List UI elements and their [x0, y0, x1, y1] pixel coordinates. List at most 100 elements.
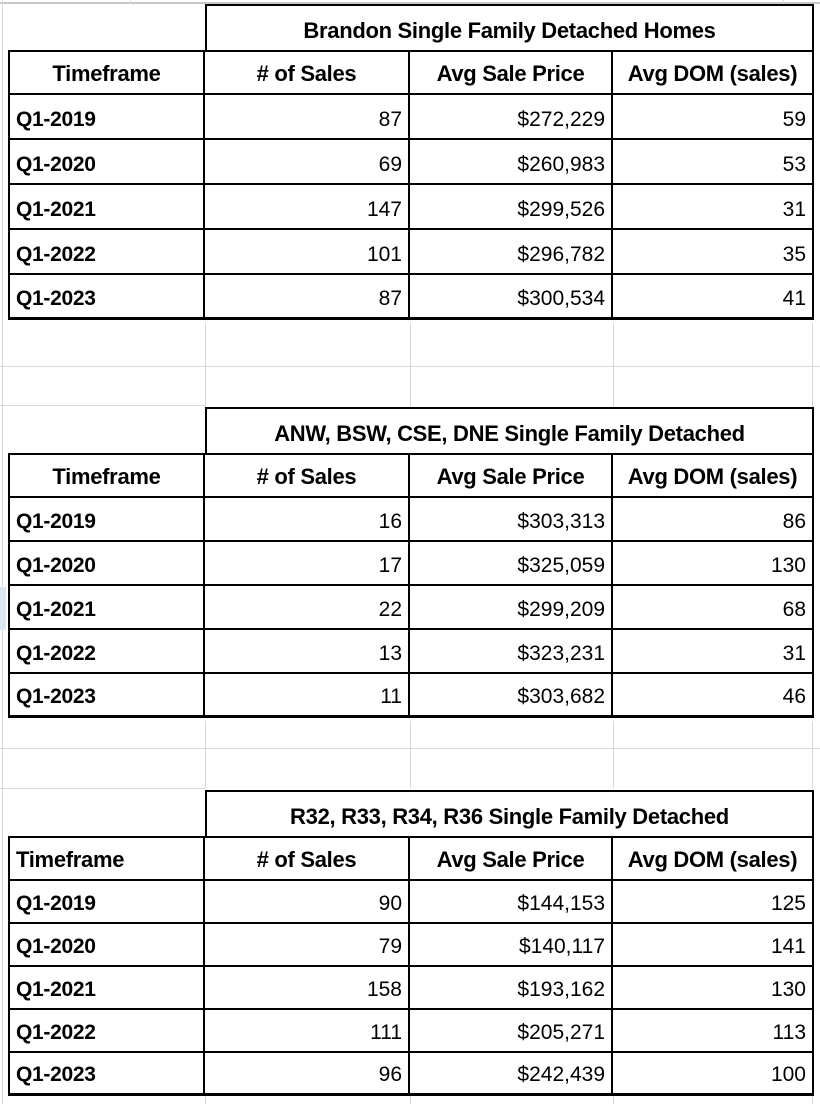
cell-timeframe[interactable]: Q1-2022: [8, 630, 205, 674]
cell-sales[interactable]: 111: [205, 1010, 410, 1053]
cell-avg-dom[interactable]: 113: [613, 1010, 814, 1053]
spreadsheet-cell-blank[interactable]: [8, 4, 205, 50]
cell-avg-dom[interactable]: 41: [613, 275, 814, 320]
column-header-avg-price[interactable]: Avg Sale Price: [410, 453, 613, 498]
column-header-avg-dom[interactable]: Avg DOM (sales): [613, 836, 814, 881]
gridline-col: [410, 323, 411, 407]
gridline-col: [613, 323, 614, 407]
cell-avg-dom[interactable]: 130: [613, 967, 814, 1010]
cell-timeframe[interactable]: Q1-2019: [8, 498, 205, 542]
table-header-row: Timeframe # of Sales Avg Sale Price Avg …: [8, 50, 814, 95]
cell-avg-price[interactable]: $299,209: [410, 586, 613, 630]
cell-avg-price[interactable]: $144,153: [410, 881, 613, 924]
table-header-row: Timeframe # of Sales Avg Sale Price Avg …: [8, 836, 814, 881]
cell-timeframe[interactable]: Q1-2022: [8, 1010, 205, 1053]
table-row: Q1-2023 96 $242,439 100: [8, 1053, 814, 1096]
table-title[interactable]: R32, R33, R34, R36 Single Family Detache…: [205, 790, 814, 836]
cell-sales[interactable]: 90: [205, 881, 410, 924]
table-title[interactable]: ANW, BSW, CSE, DNE Single Family Detache…: [205, 407, 814, 453]
table-row: Q1-2020 79 $140,117 141: [8, 924, 814, 967]
gridline-tick: [130, 0, 131, 4]
column-header-sales[interactable]: # of Sales: [205, 836, 410, 881]
table-title[interactable]: Brandon Single Family Detached Homes: [205, 4, 814, 50]
column-header-timeframe[interactable]: Timeframe: [8, 453, 205, 498]
cell-avg-dom[interactable]: 46: [613, 674, 814, 718]
cell-sales[interactable]: 79: [205, 924, 410, 967]
cell-avg-price[interactable]: $303,313: [410, 498, 613, 542]
cell-timeframe[interactable]: Q1-2020: [8, 542, 205, 586]
gridline-col: [613, 1096, 614, 1104]
cell-avg-dom[interactable]: 141: [613, 924, 814, 967]
cell-sales[interactable]: 101: [205, 230, 410, 275]
cell-timeframe[interactable]: Q1-2019: [8, 95, 205, 140]
column-header-sales[interactable]: # of Sales: [205, 453, 410, 498]
cell-timeframe[interactable]: Q1-2021: [8, 185, 205, 230]
cell-timeframe[interactable]: Q1-2023: [8, 1053, 205, 1096]
cell-avg-dom[interactable]: 68: [613, 586, 814, 630]
table-brandon: Brandon Single Family Detached Homes Tim…: [8, 4, 814, 320]
table-row: Q1-2020 69 $260,983 53: [8, 140, 814, 185]
cell-avg-price[interactable]: $323,231: [410, 630, 613, 674]
column-header-avg-dom[interactable]: Avg DOM (sales): [613, 453, 814, 498]
cell-avg-price[interactable]: $296,782: [410, 230, 613, 275]
gridline-col: [613, 721, 614, 788]
column-header-sales[interactable]: # of Sales: [205, 50, 410, 95]
cell-avg-dom[interactable]: 35: [613, 230, 814, 275]
cell-avg-dom[interactable]: 59: [613, 95, 814, 140]
cell-timeframe[interactable]: Q1-2020: [8, 140, 205, 185]
cell-avg-dom[interactable]: 100: [613, 1053, 814, 1096]
cell-sales[interactable]: 96: [205, 1053, 410, 1096]
cell-avg-price[interactable]: $242,439: [410, 1053, 613, 1096]
cell-timeframe[interactable]: Q1-2019: [8, 881, 205, 924]
cell-timeframe[interactable]: Q1-2020: [8, 924, 205, 967]
cell-avg-price[interactable]: $325,059: [410, 542, 613, 586]
cell-avg-price[interactable]: $205,271: [410, 1010, 613, 1053]
cell-timeframe[interactable]: Q1-2022: [8, 230, 205, 275]
cell-timeframe[interactable]: Q1-2021: [8, 967, 205, 1010]
cell-avg-dom[interactable]: 130: [613, 542, 814, 586]
cell-sales[interactable]: 147: [205, 185, 410, 230]
cell-timeframe[interactable]: Q1-2023: [8, 674, 205, 718]
row-selection-sliver: [0, 587, 6, 630]
table-row: Q1-2021 22 $299,209 68: [8, 586, 814, 630]
cell-sales[interactable]: 17: [205, 542, 410, 586]
cell-avg-dom[interactable]: 31: [613, 630, 814, 674]
cell-sales[interactable]: 11: [205, 674, 410, 718]
cell-timeframe[interactable]: Q1-2023: [8, 275, 205, 320]
table-row: Q1-2023 11 $303,682 46: [8, 674, 814, 718]
gridline-col: [410, 721, 411, 788]
cell-avg-price[interactable]: $260,983: [410, 140, 613, 185]
gridline-left-margin: [2, 0, 3, 1104]
column-header-avg-price[interactable]: Avg Sale Price: [410, 50, 613, 95]
column-header-timeframe[interactable]: Timeframe: [8, 836, 205, 881]
cell-avg-price[interactable]: $299,526: [410, 185, 613, 230]
cell-sales[interactable]: 158: [205, 967, 410, 1010]
cell-avg-price[interactable]: $272,229: [410, 95, 613, 140]
column-header-avg-price[interactable]: Avg Sale Price: [410, 836, 613, 881]
cell-avg-price[interactable]: $140,117: [410, 924, 613, 967]
cell-sales[interactable]: 13: [205, 630, 410, 674]
cell-avg-dom[interactable]: 125: [613, 881, 814, 924]
cell-avg-dom[interactable]: 31: [613, 185, 814, 230]
cell-avg-dom[interactable]: 53: [613, 140, 814, 185]
cell-sales[interactable]: 87: [205, 275, 410, 320]
cell-avg-price[interactable]: $303,682: [410, 674, 613, 718]
spreadsheet-cell-blank[interactable]: [8, 790, 205, 836]
cell-timeframe[interactable]: Q1-2021: [8, 586, 205, 630]
column-header-avg-dom[interactable]: Avg DOM (sales): [613, 50, 814, 95]
gridline-col: [205, 323, 206, 407]
column-header-timeframe[interactable]: Timeframe: [8, 50, 205, 95]
gridline-col: [205, 1096, 206, 1104]
cell-sales[interactable]: 69: [205, 140, 410, 185]
table-row: Q1-2022 111 $205,271 113: [8, 1010, 814, 1053]
cell-sales[interactable]: 87: [205, 95, 410, 140]
cell-sales[interactable]: 16: [205, 498, 410, 542]
gridline-col: [410, 1096, 411, 1104]
cell-avg-price[interactable]: $300,534: [410, 275, 613, 320]
table-row: Q1-2019 16 $303,313 86: [8, 498, 814, 542]
cell-avg-dom[interactable]: 86: [613, 498, 814, 542]
cell-avg-price[interactable]: $193,162: [410, 967, 613, 1010]
cell-sales[interactable]: 22: [205, 586, 410, 630]
spreadsheet-cell-blank[interactable]: [8, 407, 205, 453]
